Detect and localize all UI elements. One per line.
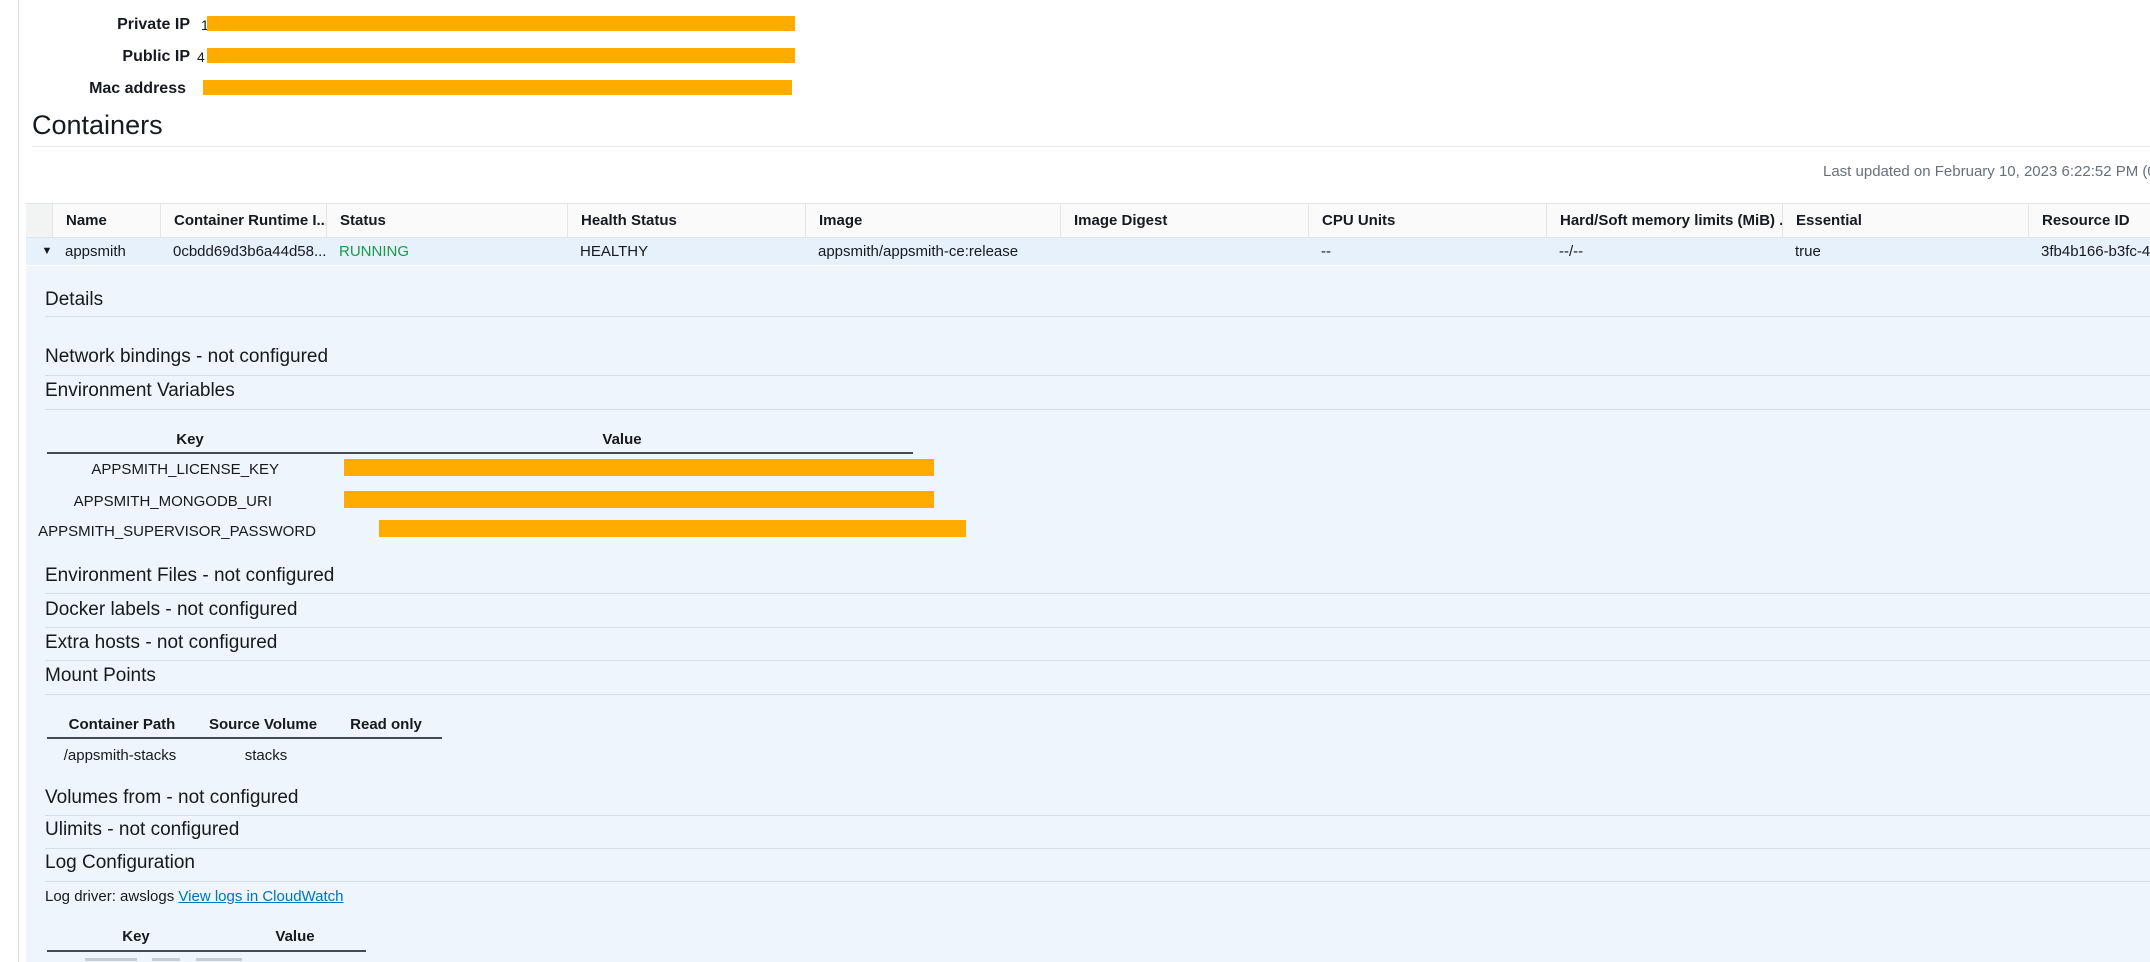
public-ip-label: Public IP bbox=[122, 48, 190, 65]
clipped-row-fragment bbox=[152, 958, 180, 961]
cell-runtime-id: 0cbdd69d3b6a44d58... bbox=[173, 243, 326, 260]
mount-source-volume-header: Source Volume bbox=[208, 716, 318, 733]
log-options-header-underline bbox=[47, 950, 366, 952]
env-key: APPSMITH_LICENSE_KEY bbox=[91, 461, 279, 478]
containers-section-title: Containers bbox=[32, 110, 163, 140]
container-table-row[interactable]: ▼ appsmith 0cbdd69d3b6a44d58... RUNNING … bbox=[26, 238, 2150, 265]
cell-name: appsmith bbox=[65, 243, 126, 260]
cell-image-digest bbox=[1060, 238, 1308, 265]
environment-variables-divider bbox=[45, 409, 2150, 410]
log-driver-line: Log driver: awslogs View logs in CloudWa… bbox=[45, 888, 344, 905]
clipped-row-fragment bbox=[85, 958, 137, 961]
mount-read-only-header: Read only bbox=[350, 716, 422, 733]
column-header-image: Image bbox=[805, 204, 1060, 237]
column-header-runtime-id: Container Runtime I... bbox=[160, 204, 326, 237]
extra-hosts-section: Extra hosts - not configured bbox=[45, 632, 278, 653]
column-header-essential: Essential bbox=[1782, 204, 2028, 237]
column-header-resource-id: Resource ID bbox=[2028, 204, 2150, 237]
env-table-header-underline bbox=[47, 452, 913, 454]
public-ip-redaction-bar bbox=[207, 48, 795, 63]
row-expander-icon[interactable]: ▼ bbox=[41, 245, 53, 257]
docker-labels-section: Docker labels - not configured bbox=[45, 599, 298, 620]
cell-resource-id: 3fb4b166-b3fc-4f9 bbox=[2041, 243, 2150, 260]
volumes-from-divider bbox=[45, 815, 2150, 816]
env-key: APPSMITH_MONGODB_URI bbox=[73, 493, 272, 510]
env-value-header: Value bbox=[602, 431, 642, 448]
column-header-memory-limits: Hard/Soft memory limits (MiB) ... bbox=[1546, 204, 1782, 237]
mount-container-path-cell: /appsmith-stacks bbox=[63, 747, 177, 764]
env-key: APPSMITH_SUPERVISOR_PASSWORD bbox=[38, 523, 316, 540]
cell-cpu-units: -- bbox=[1321, 243, 1331, 260]
cell-memory-limits: --/-- bbox=[1559, 243, 1584, 260]
log-options-key-header: Key bbox=[122, 928, 150, 945]
log-configuration-section: Log Configuration bbox=[45, 852, 195, 873]
mount-container-path-header: Container Path bbox=[68, 716, 176, 733]
cell-essential: true bbox=[1795, 243, 1821, 260]
column-header-health-status: Health Status bbox=[567, 204, 805, 237]
column-header-image-digest: Image Digest bbox=[1060, 204, 1308, 237]
view-logs-cloudwatch-link[interactable]: View logs in CloudWatch bbox=[178, 888, 344, 905]
private-ip-redaction-bar bbox=[207, 16, 795, 31]
environment-files-divider bbox=[45, 593, 2150, 594]
extra-hosts-divider bbox=[45, 660, 2150, 661]
log-driver-text: Log driver: awslogs bbox=[45, 888, 175, 905]
expanded-row-details-panel bbox=[26, 266, 2150, 962]
left-panel-divider bbox=[18, 0, 19, 962]
private-ip-exposed-char: 1 bbox=[201, 17, 209, 33]
network-bindings-divider bbox=[45, 375, 2150, 376]
containers-table-header: Name Container Runtime I... Status Healt… bbox=[26, 203, 2150, 238]
env-key-header: Key bbox=[176, 431, 204, 448]
cell-health-status: HEALTHY bbox=[580, 243, 649, 260]
containers-divider bbox=[32, 146, 2150, 147]
environment-variables-section: Environment Variables bbox=[45, 380, 235, 401]
docker-labels-divider bbox=[45, 627, 2150, 628]
network-bindings-section: Network bindings - not configured bbox=[45, 346, 329, 367]
volumes-from-section: Volumes from - not configured bbox=[45, 787, 299, 808]
details-divider bbox=[45, 316, 2150, 317]
column-header-status: Status bbox=[326, 204, 567, 237]
mac-address-redaction-bar bbox=[203, 80, 792, 95]
log-configuration-divider bbox=[45, 881, 2150, 882]
mount-source-volume-cell: stacks bbox=[244, 747, 288, 764]
mac-address-label: Mac address bbox=[89, 80, 186, 97]
last-updated-text: Last updated on February 10, 2023 6:22:5… bbox=[1823, 163, 2150, 180]
ulimits-divider bbox=[45, 848, 2150, 849]
log-options-value-header: Value bbox=[275, 928, 315, 945]
expander-column-header bbox=[26, 204, 52, 237]
column-header-cpu-units: CPU Units bbox=[1308, 204, 1546, 237]
details-title: Details bbox=[45, 289, 104, 310]
environment-files-section: Environment Files - not configured bbox=[45, 565, 335, 586]
cell-image: appsmith/appsmith-ce:release bbox=[818, 243, 1019, 260]
private-ip-label: Private IP bbox=[117, 16, 190, 33]
public-ip-exposed-char: 4 bbox=[197, 49, 205, 65]
env-value-redaction-bar bbox=[379, 520, 966, 537]
mount-points-section: Mount Points bbox=[45, 665, 156, 686]
ulimits-section: Ulimits - not configured bbox=[45, 819, 240, 840]
mount-table-header-underline bbox=[47, 737, 442, 739]
clipped-row-fragment bbox=[196, 958, 242, 961]
mount-points-divider bbox=[45, 694, 2150, 695]
column-header-name: Name bbox=[52, 204, 160, 237]
env-value-redaction-bar bbox=[344, 491, 934, 508]
env-value-redaction-bar bbox=[344, 459, 934, 476]
cell-status: RUNNING bbox=[339, 243, 409, 260]
